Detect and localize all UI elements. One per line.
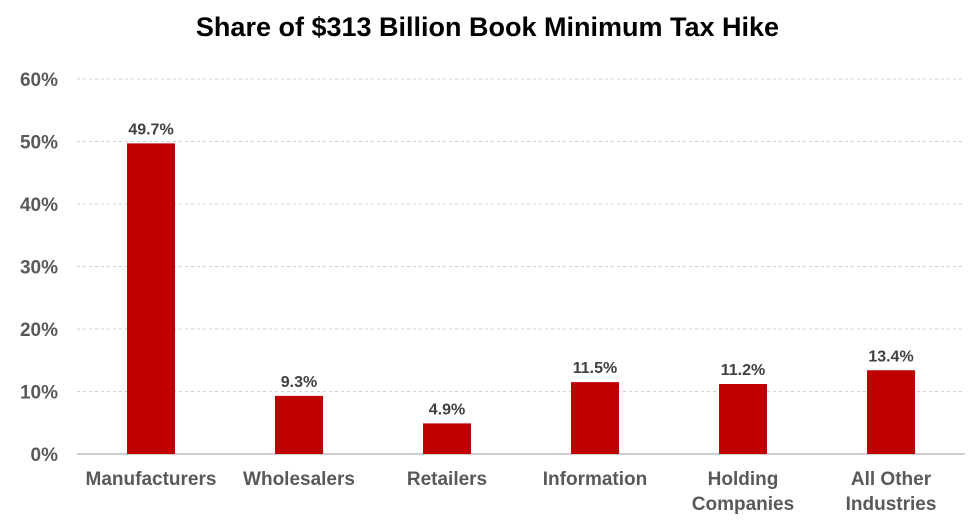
x-tick-label: All Other — [851, 469, 932, 490]
data-label: 11.2% — [721, 362, 765, 379]
y-tick-label: 60% — [20, 70, 58, 91]
bar — [719, 384, 767, 454]
y-tick-label: 30% — [20, 258, 58, 279]
data-label: 49.7% — [128, 121, 173, 138]
y-tick-label: 10% — [20, 383, 58, 404]
x-tick-label: Holding — [708, 469, 779, 490]
x-tick-label: Retailers — [407, 469, 487, 490]
data-label: 9.3% — [281, 374, 317, 391]
x-tick-label: Wholesalers — [243, 469, 355, 490]
y-tick-label: 20% — [20, 320, 58, 341]
x-tick-label: Companies — [692, 494, 794, 515]
y-tick-label: 0% — [31, 445, 59, 466]
x-tick-label: Information — [543, 469, 648, 490]
bar — [127, 143, 175, 454]
chart-title: Share of $313 Billion Book Minimum Tax H… — [195, 12, 780, 42]
y-tick-label: 40% — [20, 195, 58, 216]
x-tick-label: Manufacturers — [86, 469, 217, 490]
y-tick-label: 50% — [20, 133, 58, 154]
bar — [275, 395, 323, 454]
bar — [571, 382, 619, 454]
bar — [867, 370, 915, 454]
data-label: 13.4% — [868, 348, 913, 365]
bar — [423, 423, 471, 454]
x-tick-label: Industries — [846, 494, 937, 515]
data-label: 4.9% — [429, 401, 465, 418]
data-label: 11.5% — [573, 360, 617, 377]
